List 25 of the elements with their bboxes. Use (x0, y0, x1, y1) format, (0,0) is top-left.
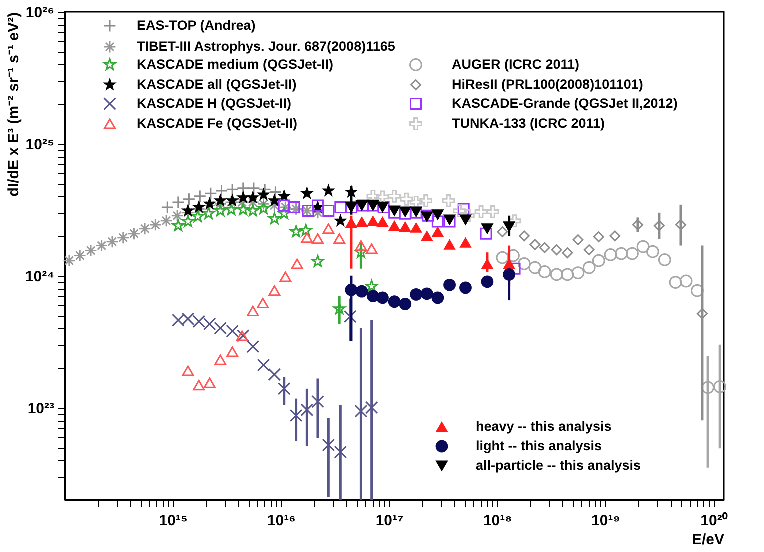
legend-label: TUNKA-133 (ICRC 2011) (452, 116, 606, 131)
x-tick-label: 10¹⁶ (267, 512, 296, 530)
legend-label: KASCADE-Grande (QGSJet II,2012) (452, 96, 678, 111)
x-tick-label: 10¹⁷ (376, 512, 404, 530)
x-tick-label: 10¹⁸ (483, 512, 512, 530)
y-tick-label: 10²⁴ (25, 268, 54, 286)
y-tick-label: 10²⁵ (26, 136, 54, 154)
legend-label: KASCADE Fe (QGSJet-II) (137, 116, 298, 131)
legend-label: KASCADE all (QGSJet-II) (137, 77, 297, 92)
legend-label: EAS-TOP (Andrea) (137, 18, 256, 33)
legend-label: all-particle -- this analysis (476, 458, 642, 473)
legend-label: KASCADE medium (QGSJet-II) (137, 57, 334, 72)
legend-label: KASCADE H (QGSJet-II) (137, 96, 292, 111)
legend-label: heavy -- this analysis (476, 419, 612, 434)
x-tick-label: 10¹⁵ (159, 512, 188, 530)
y-tick-label: 10²³ (28, 400, 54, 418)
legend-label: HiResII (PRL100(2008)101101) (452, 77, 644, 92)
x-axis-title: E/eV (692, 532, 724, 548)
x-tick-label: 10¹⁹ (592, 512, 620, 530)
legend-label: light -- this analysis (476, 438, 602, 454)
y-axis-title: dI/dE x E³ (m⁻² sr⁻¹ s⁻¹ eV²) (5, 12, 22, 197)
x-tick-label: 10²⁰ (700, 512, 728, 530)
legend-label: TIBET-III Astrophys. Jour. 687(2008)1165 (137, 39, 396, 54)
y-tick-label: 10²⁶ (26, 4, 54, 22)
legend-label: AUGER (ICRC 2011) (452, 57, 580, 72)
